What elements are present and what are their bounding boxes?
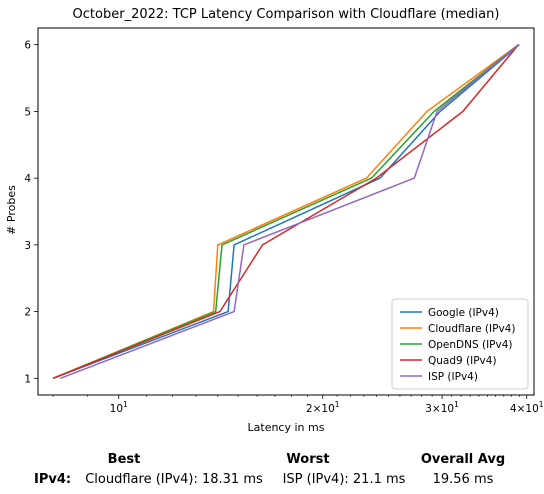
legend-entry: ISP (IPv4) [428,371,478,383]
y-tick-label: 1 [24,373,31,385]
chart-title: October_2022: TCP Latency Comparison wit… [73,7,500,22]
x-tick-label: 4×101 [510,400,544,415]
legend-box [391,298,529,390]
series-line-quad9-ipv4 [52,44,520,379]
legend-entry: Quad9 (IPv4) [428,355,497,367]
series-line-isp-ipv4 [60,44,519,380]
x-tick-label: 2×101 [306,400,340,415]
x-tick-label: 101 [110,400,128,415]
legend: Google (IPv4) Cloudflare (IPv4) OpenDNS (I… [391,298,529,390]
plot-frame [37,27,535,396]
y-tick-label: 4 [24,173,31,185]
x-axis-label: Latency in ms [248,421,325,434]
x-tick-label: 3×101 [425,400,459,415]
y-tick-label: 5 [24,106,31,118]
y-tick-label: 3 [24,240,31,252]
legend-entry: Cloudflare (IPv4) [428,323,515,335]
legend-entry: OpenDNS (IPv4) [428,339,513,351]
y-tick-label: 6 [24,40,31,52]
y-axis-label: # Probes [5,185,18,235]
legend-entry: Google (IPv4) [428,307,499,319]
series-line-google-ipv4 [52,44,520,380]
y-tick-label: 2 [24,307,31,319]
series-line-opendns-ipv4 [52,44,519,379]
